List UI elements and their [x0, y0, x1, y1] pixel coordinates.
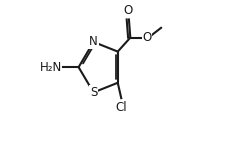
Text: S: S: [90, 86, 97, 99]
Text: N: N: [89, 35, 98, 48]
Text: O: O: [143, 31, 152, 44]
Text: O: O: [123, 4, 132, 17]
Text: H₂N: H₂N: [40, 61, 62, 74]
Text: Cl: Cl: [115, 101, 127, 114]
